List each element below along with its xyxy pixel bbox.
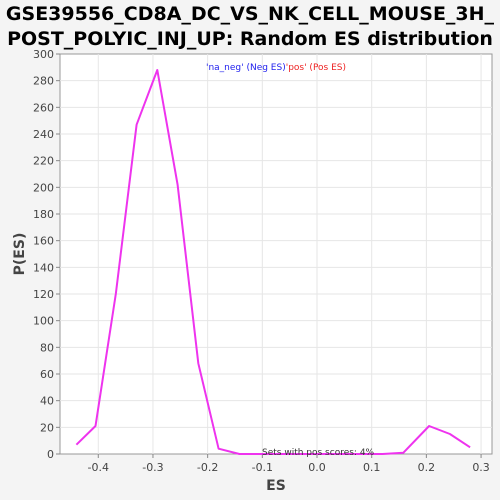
x-tick-label: -0.3 bbox=[142, 461, 163, 474]
x-tick-label: -0.2 bbox=[197, 461, 218, 474]
x-tick-label: -0.1 bbox=[252, 461, 273, 474]
x-axis-label: ES bbox=[266, 478, 286, 494]
chart-title-line-2: POST_POLYIC_INJ_UP: Random ES distributi… bbox=[7, 28, 493, 50]
annotation-pos-scores: Sets with pos scores: 4% bbox=[262, 448, 375, 458]
legend-entry-neg: 'na_neg' (Neg ES) bbox=[206, 63, 286, 73]
y-tick-label: 300 bbox=[33, 48, 54, 61]
y-tick-label: 140 bbox=[33, 261, 54, 274]
series-line bbox=[75, 69, 471, 455]
y-tick-label: 220 bbox=[33, 155, 54, 168]
plot-area bbox=[59, 53, 493, 455]
y-tick-label: 160 bbox=[33, 235, 54, 248]
x-axis-ticks: -0.4 -0.3 -0.2 -0.1 0.0 0.1 0.2 0.3 bbox=[88, 454, 490, 474]
x-tick-label: 0.3 bbox=[472, 461, 490, 474]
y-tick-label: 180 bbox=[33, 208, 54, 221]
legend: 'na_neg' (Neg ES)'pos' (Pos ES) bbox=[206, 63, 346, 73]
y-tick-label: 80 bbox=[40, 341, 54, 354]
y-tick-label: 60 bbox=[40, 368, 54, 381]
y-tick-label: 100 bbox=[33, 315, 54, 328]
y-tick-label: 260 bbox=[33, 101, 54, 114]
y-tick-label: 200 bbox=[33, 181, 54, 194]
series-layer bbox=[75, 69, 471, 455]
x-tick-label: 0.0 bbox=[308, 461, 326, 474]
y-tick-label: 20 bbox=[40, 421, 54, 434]
y-tick-label: 120 bbox=[33, 288, 54, 301]
y-tick-label: 0 bbox=[47, 448, 54, 461]
y-axis-ticks: 0 20 40 60 80 100 120 140 160 180 200 220 240 260 280 3… bbox=[33, 48, 60, 461]
x-tick-label: -0.4 bbox=[88, 461, 109, 474]
y-tick-label: 280 bbox=[33, 75, 54, 88]
x-tick-label: 0.1 bbox=[363, 461, 381, 474]
chart-title-line-1: GSE39556_CD8A_DC_VS_NK_CELL_MOUSE_3H_ bbox=[6, 3, 495, 25]
y-tick-label: 40 bbox=[40, 395, 54, 408]
legend-entry-pos: 'pos' (Pos ES) bbox=[286, 63, 346, 73]
y-tick-label: 240 bbox=[33, 128, 54, 141]
svg-text:'na_neg' (Neg ES)'pos' (Pos ES: 'na_neg' (Neg ES)'pos' (Pos ES) bbox=[206, 63, 346, 73]
y-axis-label: P(ES) bbox=[12, 233, 28, 276]
x-tick-label: 0.2 bbox=[418, 461, 436, 474]
